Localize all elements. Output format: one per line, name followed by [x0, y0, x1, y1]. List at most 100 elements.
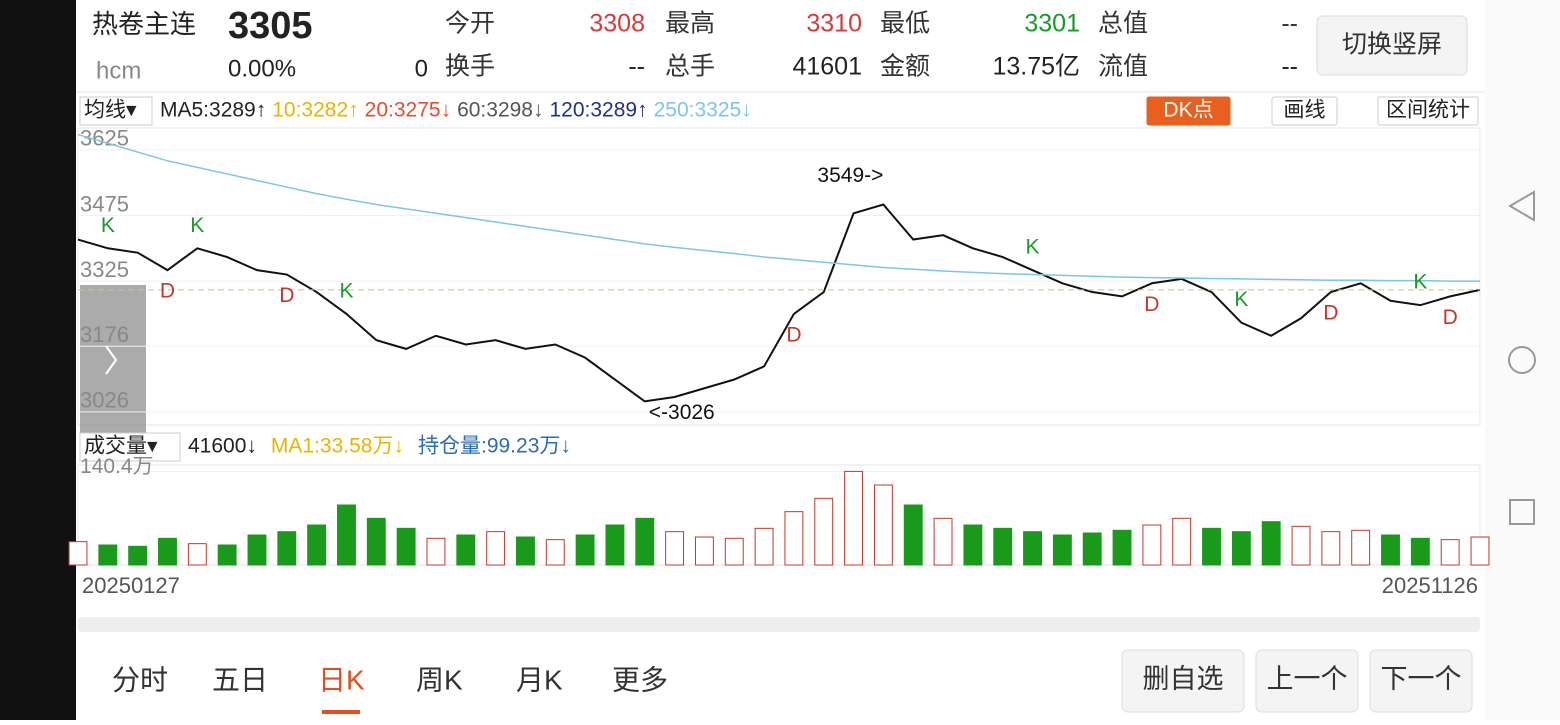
vol-menu[interactable] — [79, 432, 181, 462]
volume-bar — [963, 524, 983, 566]
bottom-button-label: 删自选 — [1143, 664, 1224, 694]
tool-button[interactable] — [1146, 96, 1231, 126]
tab[interactable]: 更多 — [612, 664, 668, 695]
tool-button-label: 画线 — [1284, 99, 1326, 122]
volume-bar — [277, 531, 297, 566]
nav-home[interactable] — [1508, 346, 1536, 374]
volume-bar — [187, 543, 207, 566]
volume-bar — [337, 504, 356, 566]
vol-item: 持仓量:99.23万↓ — [418, 435, 571, 458]
volume-bar — [575, 534, 595, 566]
volume-bar — [307, 524, 327, 566]
ma-menu-label: 均线▾ — [84, 99, 137, 122]
field-value: -- — [1281, 10, 1298, 38]
tool-button[interactable] — [1271, 96, 1338, 126]
k-marker: K — [190, 214, 204, 237]
volume-bar — [724, 537, 744, 566]
y-tick-label: 3475 — [80, 191, 129, 216]
field-value: 3308 — [589, 10, 645, 38]
bottom-button-label: 上一个 — [1267, 664, 1348, 694]
scrollbar[interactable] — [78, 617, 1480, 632]
tab[interactable]: 分时 — [112, 664, 168, 695]
volume-bar — [933, 517, 953, 566]
volume-bar — [456, 534, 476, 566]
tab[interactable]: 周K — [416, 664, 463, 695]
ma-item: 250:3325↓ — [654, 99, 752, 122]
change: 0.00% — [228, 55, 296, 82]
field-label: 总值 — [1098, 10, 1148, 38]
price-line — [77, 133, 1480, 282]
field-value: 3301 — [1024, 10, 1080, 38]
d-marker: D — [279, 284, 294, 307]
vol-item: 41600↓ — [188, 435, 257, 458]
tab[interactable]: 日K — [318, 664, 365, 695]
code: hcm — [96, 57, 141, 84]
ma-item: 20:3275↓ — [365, 99, 451, 122]
volume-bar — [993, 527, 1013, 566]
tab[interactable]: 月K — [516, 664, 563, 695]
field-value: -- — [628, 53, 645, 81]
volume-bar — [903, 504, 923, 566]
volume-bar — [605, 524, 625, 566]
rotate-button[interactable] — [1316, 15, 1468, 76]
volume-bar — [1052, 534, 1072, 566]
field-value: 3310 — [806, 10, 862, 38]
vol-menu-label: 成交量▾ — [84, 435, 158, 458]
field-label: 最高 — [665, 10, 715, 38]
volume-bar — [635, 517, 655, 566]
y-tick-label: 140.4万 — [80, 455, 154, 478]
field-label: 总手 — [665, 53, 715, 81]
vol-item: MA1:33.58万↓ — [271, 435, 404, 458]
d-marker: D — [786, 323, 801, 346]
volume-bar — [784, 511, 804, 566]
last-price: 3305 — [228, 5, 313, 47]
volume-bar — [754, 527, 774, 566]
nav-recent[interactable] — [1509, 499, 1535, 525]
volume-bar — [694, 536, 714, 566]
ma-item: 60:3298↓ — [457, 99, 543, 122]
ma-item: 120:3289↑ — [550, 99, 648, 122]
ma-item: MA5:3289↑ — [160, 99, 266, 122]
k-marker: K — [1026, 236, 1040, 259]
volume-bar — [1231, 531, 1251, 566]
tool-button-label: 区间统计 — [1386, 99, 1470, 122]
field-label: 流值 — [1098, 53, 1148, 81]
volume-bar — [1082, 532, 1102, 566]
volume-bar — [665, 531, 685, 566]
ma-menu[interactable] — [79, 96, 153, 126]
k-marker: K — [339, 279, 353, 302]
bottom-button[interactable] — [1255, 649, 1359, 713]
volume-bar — [545, 539, 565, 566]
d-marker: D — [1443, 306, 1458, 329]
k-marker: K — [101, 214, 115, 237]
volume-bar — [247, 534, 267, 566]
field-label: 今开 — [445, 10, 495, 38]
volume-bar — [1470, 536, 1490, 566]
bottom-button[interactable] — [1121, 649, 1245, 713]
volume-bar — [844, 470, 864, 566]
d-marker: D — [1323, 302, 1338, 325]
volume-bar — [1142, 524, 1162, 566]
d-marker: D — [160, 280, 175, 303]
volume-bar — [396, 527, 416, 566]
volume-bar — [128, 545, 148, 566]
nav-back[interactable] — [1508, 190, 1535, 222]
ma-item: 10:3282↑ — [272, 99, 358, 122]
tab[interactable]: 五日 — [212, 664, 268, 695]
side-tab[interactable] — [80, 285, 146, 433]
volume-bar — [1440, 539, 1460, 566]
volume-frame — [77, 464, 1481, 566]
tool-button[interactable] — [1377, 96, 1479, 126]
volume-bar — [1410, 537, 1430, 566]
volume-bar — [1172, 517, 1192, 566]
k-marker: K — [1413, 271, 1427, 294]
bottom-button[interactable] — [1369, 649, 1473, 713]
field-value: 41601 — [792, 53, 862, 81]
side-tab-arrow — [105, 345, 118, 375]
volume-bar — [426, 537, 446, 566]
volume-bar — [366, 517, 386, 566]
y-tick-label: 3325 — [80, 257, 129, 282]
volume-bar — [1351, 529, 1371, 566]
x-tick-label: 20251126 — [1382, 573, 1478, 598]
